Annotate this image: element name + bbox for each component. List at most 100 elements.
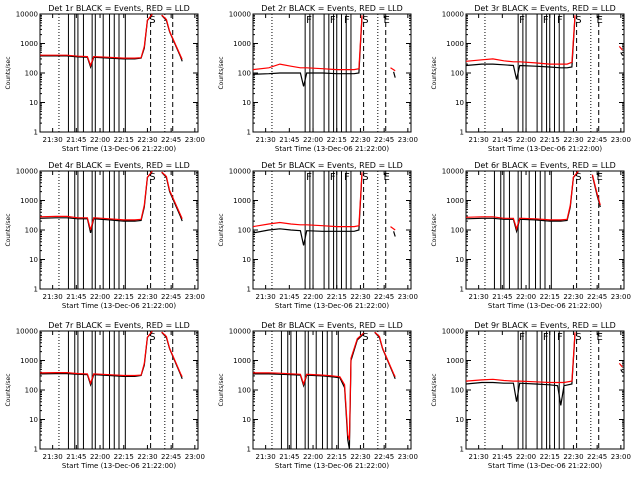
panel-title: Det 2r BLACK = Events, RED = LLD [261,4,403,13]
series-events-tail [393,71,396,78]
shaded-interval [114,14,126,132]
y-axis-label: Counts/sec [5,213,12,246]
x-tick-label: 21:30 [469,453,489,461]
y-axis-label: Counts/sec [431,373,438,406]
series-lld-line [252,172,363,228]
y-tick-label: 1000 [233,357,251,365]
x-tick-label: 22:30 [350,136,370,144]
y-tick-label: 10000 [16,328,38,336]
flag-label: S [362,332,368,343]
x-tick-label: 22:00 [90,136,110,144]
x-tick-label: 22:00 [90,293,110,301]
series-events-tail [393,231,396,237]
panel-title: Det 3r BLACK = Events, RED = LLD [474,4,616,13]
y-tick-label: 10000 [16,11,38,19]
y-tick-label: 10 [455,99,464,107]
flag-label: S [362,15,368,26]
panel-title: Det 7r BLACK = Events, RED = LLD [48,321,190,330]
panel-det-8: S 1 10 100 1000 10000 21:30 21:45 22:00 22:15 22:3… [218,321,418,470]
x-tick-label: 23:00 [611,293,631,301]
x-tick-label: 22:00 [303,293,323,301]
y-tick-label: 10000 [442,168,464,176]
x-tick-label: 21:45 [66,453,86,461]
x-tick-label: 22:00 [90,453,110,461]
y-tick-label: 100 [451,70,464,78]
x-tick-label: 22:30 [137,136,157,144]
y-tick-label: 1 [460,129,464,137]
x-axis-label: Start Time (13-Dec-06 21:22:00) [62,302,176,310]
series-events-line [252,16,363,87]
y-tick-label: 10000 [442,328,464,336]
x-tick-label: 23:00 [398,453,418,461]
flag-label: S [149,15,155,26]
flag-label: S [575,15,581,26]
y-tick-label: 100 [238,227,251,235]
y-tick-label: 10 [29,416,38,424]
shaded-interval [160,14,198,132]
flag-label: E [384,15,390,26]
y-tick-label: 100 [238,387,251,395]
panel-title: Det 5r BLACK = Events, RED = LLD [261,161,403,170]
x-tick-label: 21:45 [279,293,299,301]
shaded-interval [540,171,552,289]
x-tick-label: 22:45 [161,136,181,144]
x-tick-label: 22:30 [350,293,370,301]
x-axis-label: Start Time (13-Dec-06 21:22:00) [488,462,602,470]
y-tick-label: 10000 [442,11,464,19]
shaded-interval [136,171,148,289]
y-tick-label: 1 [34,286,38,294]
shaded-interval [327,331,339,449]
y-tick-label: 1 [460,446,464,454]
shaded-interval [540,14,552,132]
shaded-interval [586,14,624,132]
series-lld-tail [618,363,623,368]
x-tick-label: 22:15 [327,453,347,461]
y-tick-label: 1 [247,129,251,137]
x-axis-label: Start Time (13-Dec-06 21:22:00) [275,302,389,310]
flag-label: F [344,15,350,26]
series-lld-tail [161,171,183,220]
y-tick-label: 100 [238,70,251,78]
shaded-interval [586,331,624,449]
y-tick-label: 1000 [20,197,38,205]
y-axis-label: Counts/sec [218,56,225,89]
y-tick-label: 10000 [229,168,251,176]
y-tick-label: 1 [247,446,251,454]
y-tick-label: 100 [451,387,464,395]
y-tick-label: 100 [451,227,464,235]
x-tick-label: 21:45 [279,136,299,144]
shaded-interval [540,331,552,449]
x-axis-label: Start Time (13-Dec-06 21:22:00) [62,145,176,153]
flag-label: S [575,172,581,183]
x-tick-label: 23:00 [185,453,205,461]
x-tick-label: 22:15 [114,293,134,301]
y-axis-label: Counts/sec [431,56,438,89]
y-tick-label: 100 [25,227,38,235]
x-tick-label: 23:00 [185,293,205,301]
series-events-line [252,173,363,246]
x-tick-label: 23:00 [611,453,631,461]
series-lld-line [40,13,153,68]
x-tick-label: 22:00 [303,453,323,461]
shaded-interval [114,171,126,289]
x-tick-label: 21:45 [66,293,86,301]
series-lld-tail [161,331,183,378]
x-tick-label: 22:00 [516,453,536,461]
x-tick-label: 22:15 [327,136,347,144]
x-tick-label: 21:45 [492,136,512,144]
shaded-interval [327,171,339,289]
x-tick-label: 21:30 [43,293,63,301]
y-tick-label: 10000 [229,328,251,336]
series-lld-line [253,332,364,441]
series-lld-tail [374,331,396,378]
flag-label: E [384,172,390,183]
shaded-interval [373,171,411,289]
y-tick-label: 10 [242,256,251,264]
y-tick-label: 10000 [16,168,38,176]
x-tick-label: 21:45 [279,453,299,461]
y-tick-label: 1 [460,286,464,294]
